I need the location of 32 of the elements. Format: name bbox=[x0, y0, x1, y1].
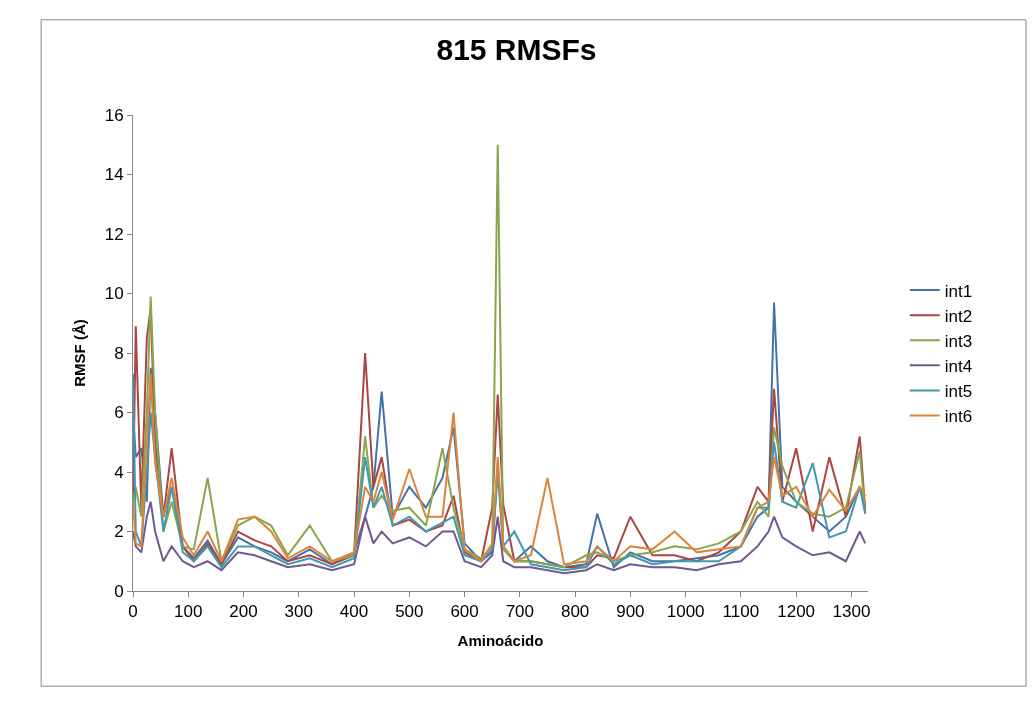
legend-label: int6 bbox=[944, 407, 973, 427]
x-tick-label: 1000 bbox=[666, 602, 705, 622]
y-tick-label: 12 bbox=[104, 224, 124, 244]
y-tick-label: 16 bbox=[104, 105, 124, 125]
y-tick-label: 6 bbox=[114, 403, 124, 423]
x-tick-label: 900 bbox=[616, 602, 645, 622]
x-tick-label: 100 bbox=[174, 602, 203, 622]
y-tick-label: 4 bbox=[114, 462, 124, 482]
x-axis-title: Aminoácido bbox=[457, 632, 544, 650]
legend-label: int1 bbox=[944, 281, 973, 301]
x-tick-label: 1200 bbox=[777, 602, 816, 622]
x-tick-label: 300 bbox=[284, 602, 313, 622]
x-tick-label: 600 bbox=[450, 602, 479, 622]
x-tick-label: 0 bbox=[128, 602, 138, 622]
y-tick-label: 2 bbox=[114, 522, 124, 542]
x-tick-label: 1100 bbox=[722, 602, 760, 622]
x-tick-label: 700 bbox=[505, 602, 535, 622]
legend-label: int3 bbox=[944, 331, 973, 351]
y-tick-label: 10 bbox=[104, 284, 124, 304]
chart-title: 815 RMSFs bbox=[436, 33, 597, 67]
x-tick-label: 200 bbox=[229, 602, 258, 622]
x-tick-label: 500 bbox=[395, 602, 424, 622]
x-tick-label: 1300 bbox=[832, 602, 871, 622]
x-tick-label: 800 bbox=[560, 602, 590, 622]
x-tick-label: 400 bbox=[339, 602, 369, 622]
legend-label: int4 bbox=[944, 356, 973, 376]
y-tick-label: 14 bbox=[104, 165, 124, 185]
y-tick-label: 0 bbox=[114, 581, 124, 601]
legend-label: int5 bbox=[944, 382, 973, 402]
y-tick-label: 8 bbox=[114, 343, 124, 363]
legend-label: int2 bbox=[944, 306, 973, 326]
y-axis-title: RMSF (Å) bbox=[70, 319, 88, 387]
